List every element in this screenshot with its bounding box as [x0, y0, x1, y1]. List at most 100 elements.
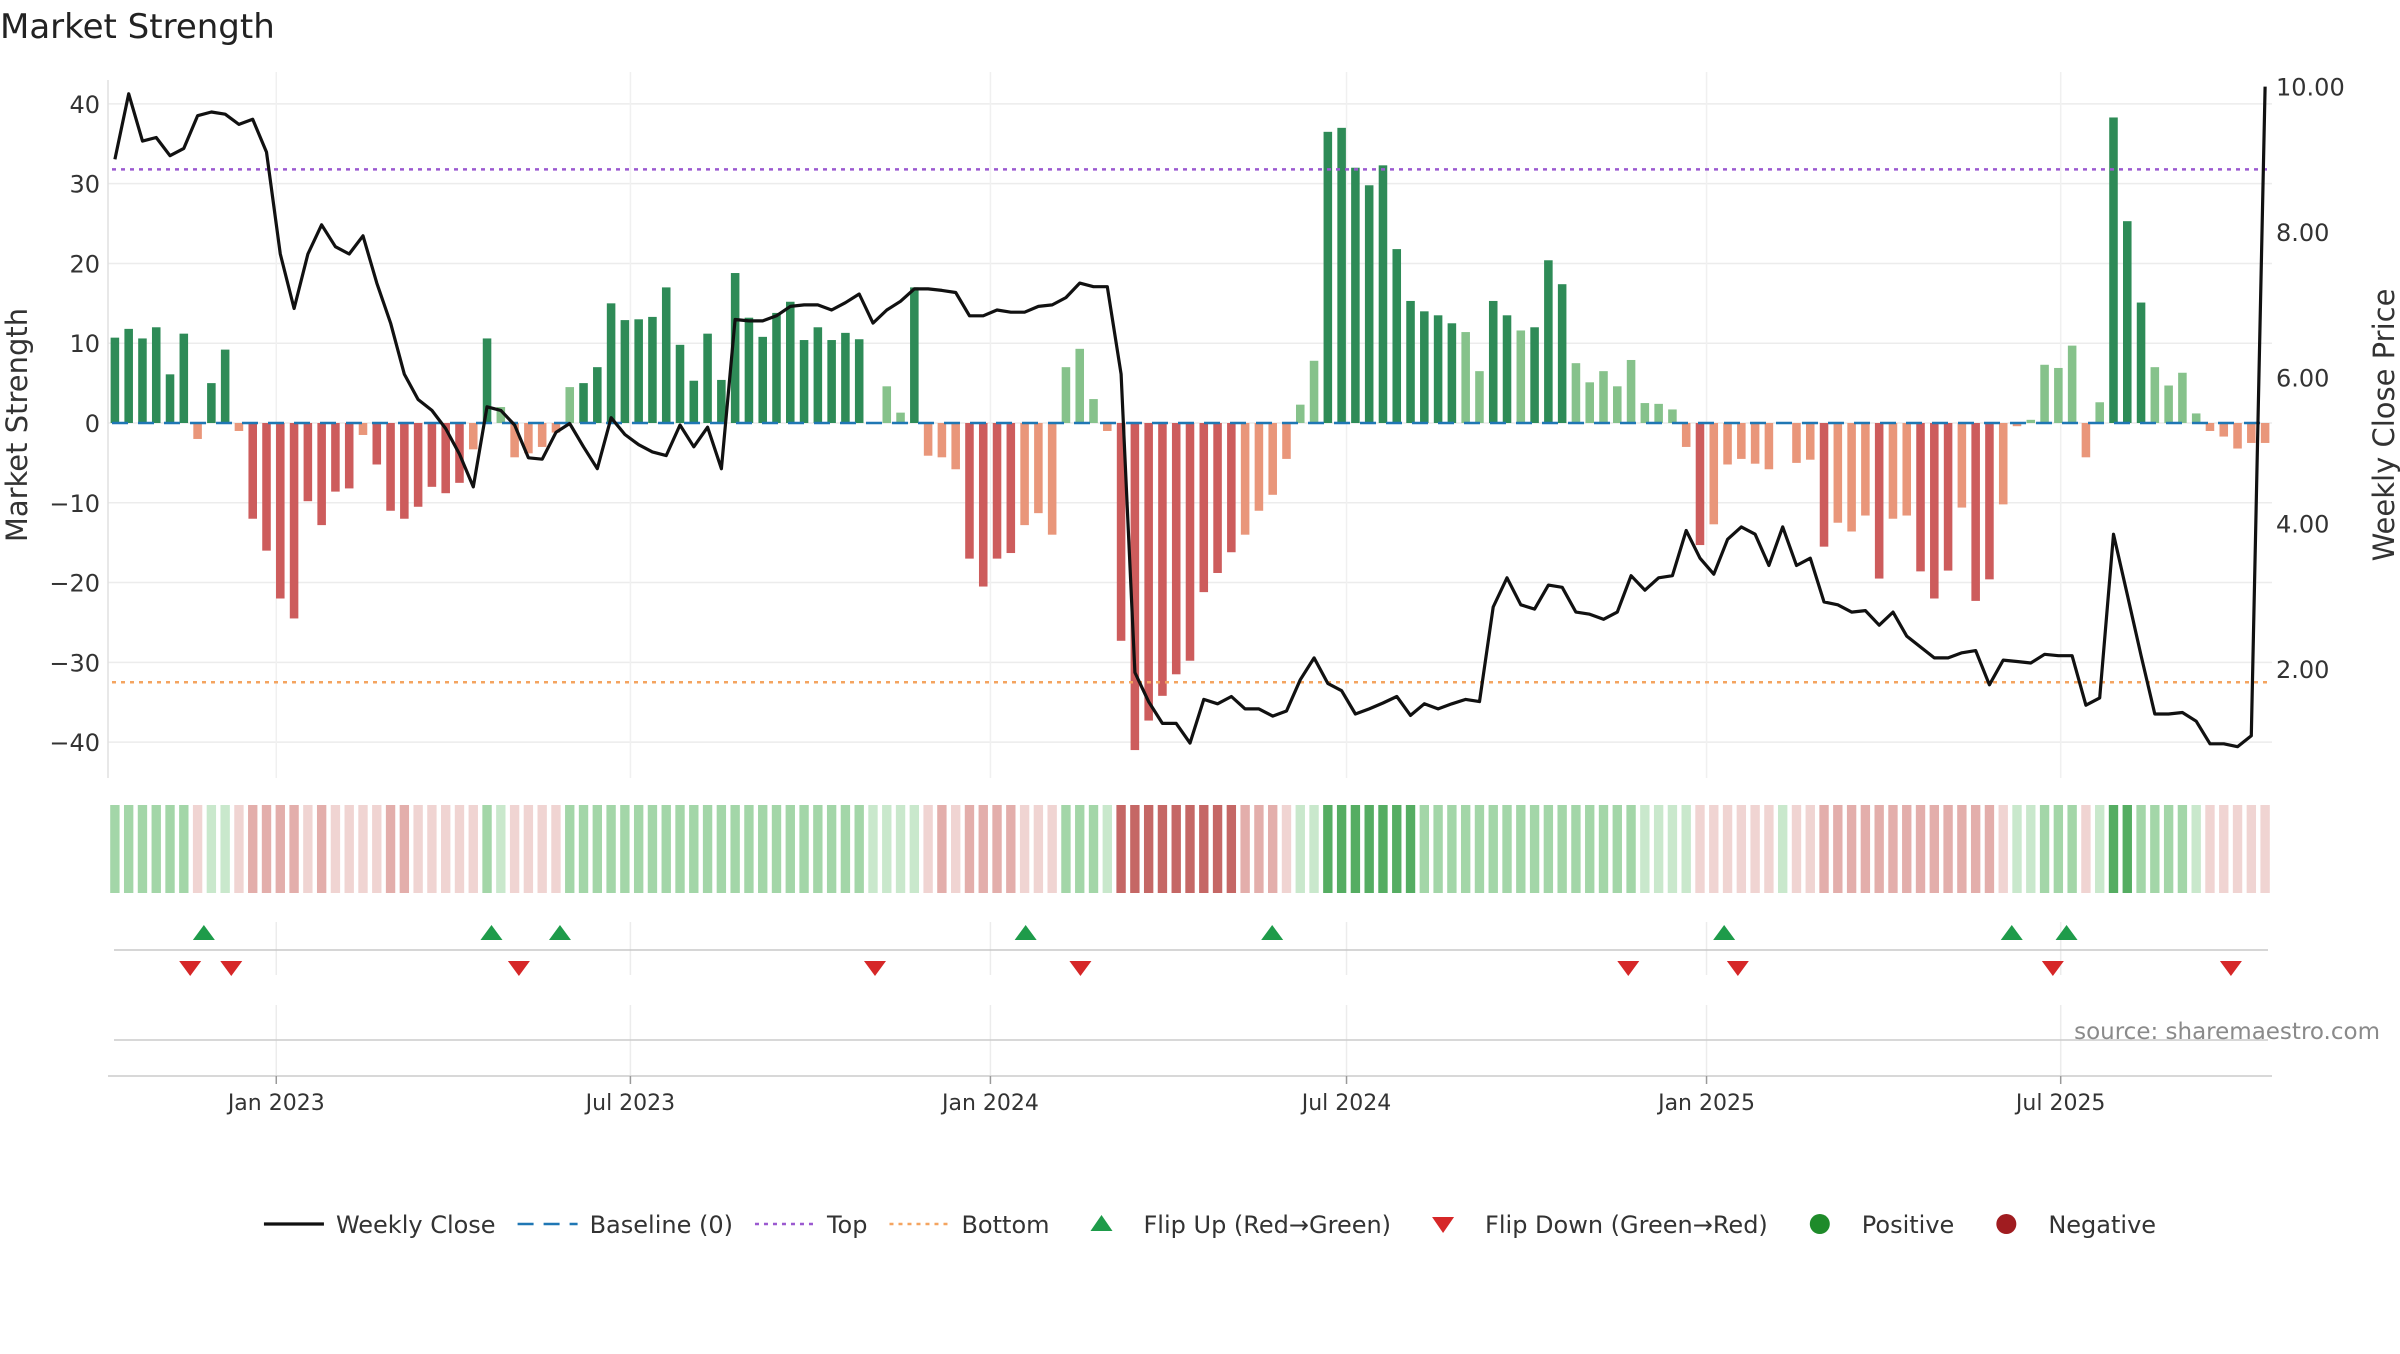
legend-swatch [1090, 1215, 1113, 1231]
strength-bar [2040, 364, 2049, 424]
strength-bar [1557, 284, 1567, 424]
strength-bar [124, 328, 133, 424]
legend-item-baseline: Baseline (0) [517, 1211, 733, 1239]
strength-bar [193, 423, 202, 439]
strength-bar [1613, 386, 1622, 424]
status-cell [1047, 805, 1057, 893]
strength-bar [248, 423, 257, 519]
strength-bar [220, 349, 230, 424]
status-cell [565, 805, 575, 893]
y-right-axis-label: Weekly Close Price [2367, 289, 2400, 562]
strength-bar [1103, 423, 1112, 431]
strength-bar [1626, 359, 1636, 424]
y-left-tick-label: 10 [69, 330, 100, 358]
status-cell [1130, 805, 1140, 893]
strength-bar [1089, 399, 1098, 424]
strength-bar [593, 367, 602, 424]
status-cell [1929, 805, 1939, 893]
status-cell [1915, 805, 1926, 893]
status-cell [1226, 805, 1237, 893]
strength-bar [2081, 423, 2091, 458]
status-cell [1695, 805, 1705, 893]
strength-bar [1847, 423, 1856, 532]
status-cell [620, 805, 630, 893]
strength-bar [358, 423, 368, 435]
status-cell [702, 805, 713, 893]
strength-bar [317, 423, 326, 526]
status-cell [1309, 805, 1319, 893]
strength-bar [1158, 423, 1167, 696]
status-cell [744, 805, 754, 893]
status-cell [950, 805, 961, 893]
strength-bar [1144, 423, 1153, 721]
strength-bar [1888, 423, 1898, 519]
status-cell [1116, 805, 1126, 893]
strength-bar [1268, 423, 1277, 495]
strength-bar [2150, 367, 2160, 424]
strength-bar [1351, 167, 1360, 424]
strength-bar [1530, 327, 1539, 424]
strength-bar [1364, 185, 1374, 424]
strength-bar [1805, 423, 1815, 460]
strength-bar [1971, 423, 1980, 601]
status-cell [661, 805, 671, 893]
legend-label: Positive [1862, 1211, 1955, 1239]
status-cell [592, 805, 602, 893]
strength-bar [1709, 423, 1719, 525]
strength-bar [1323, 131, 1333, 424]
status-cell [2012, 805, 2022, 893]
strength-bar [1282, 423, 1291, 459]
strength-bar [551, 423, 561, 433]
strength-bar [1681, 423, 1691, 447]
strength-bar [1420, 311, 1429, 424]
strength-bar [1585, 382, 1594, 424]
status-cell [771, 805, 782, 893]
strength-bar [841, 332, 850, 424]
strength-bar [1930, 423, 1939, 599]
flip-down-marker [179, 961, 202, 976]
status-cell [1019, 805, 1030, 893]
status-cell [1171, 805, 1181, 893]
y-right-tick-label: 10.00 [2276, 74, 2345, 102]
y-left-tick-label: −40 [49, 729, 100, 757]
status-cell [413, 805, 423, 893]
strength-bar [1227, 423, 1236, 553]
strength-bar [951, 423, 960, 470]
flip-up-marker [192, 925, 215, 940]
strength-bar [910, 287, 919, 424]
flip-down-marker [863, 961, 886, 976]
price-line-layer [113, 86, 2267, 749]
status-cell [441, 805, 451, 893]
status-cell [1557, 805, 1567, 893]
x-tick-label: Jul 2025 [2014, 1091, 2106, 1116]
status-cell [1405, 805, 1416, 893]
axes: 40 30 20 10 0 −10 −20 −30 −40 10.00 8.00 6.00 4.00 2.… [0, 74, 2400, 778]
status-cell [1281, 805, 1292, 893]
y-left-tick-label: −30 [49, 649, 100, 677]
strength-bar [2178, 372, 2187, 424]
date-axis: Jan 2023 Jul 2023 Jan 2024 Jul 2024 Jan 2025… [108, 1075, 2272, 1116]
legend-item-negative: Negative [1996, 1211, 2156, 1239]
strength-bars [110, 117, 2270, 751]
y-left-tick-label: −10 [49, 490, 100, 518]
strength-bar [565, 387, 575, 424]
status-cell [1240, 805, 1250, 893]
strength-bar [1199, 423, 1209, 593]
status-cell [1571, 805, 1581, 893]
status-cell [826, 805, 837, 893]
status-cell [2191, 805, 2201, 893]
status-cell [2081, 805, 2091, 893]
strength-bar [675, 344, 685, 424]
status-cell [1516, 805, 1526, 893]
strength-bar [882, 386, 892, 424]
status-cell [330, 805, 341, 893]
x-tick-label: Jan 2025 [1656, 1091, 1755, 1116]
y-left-tick-label: −20 [49, 570, 100, 598]
status-cell [1268, 805, 1278, 893]
strength-bar [331, 423, 340, 492]
strength-bar [1213, 423, 1222, 573]
strength-bar [2054, 367, 2063, 424]
strength-bar [1447, 323, 1457, 424]
status-cell [385, 805, 396, 893]
strength-bar [2191, 413, 2201, 424]
